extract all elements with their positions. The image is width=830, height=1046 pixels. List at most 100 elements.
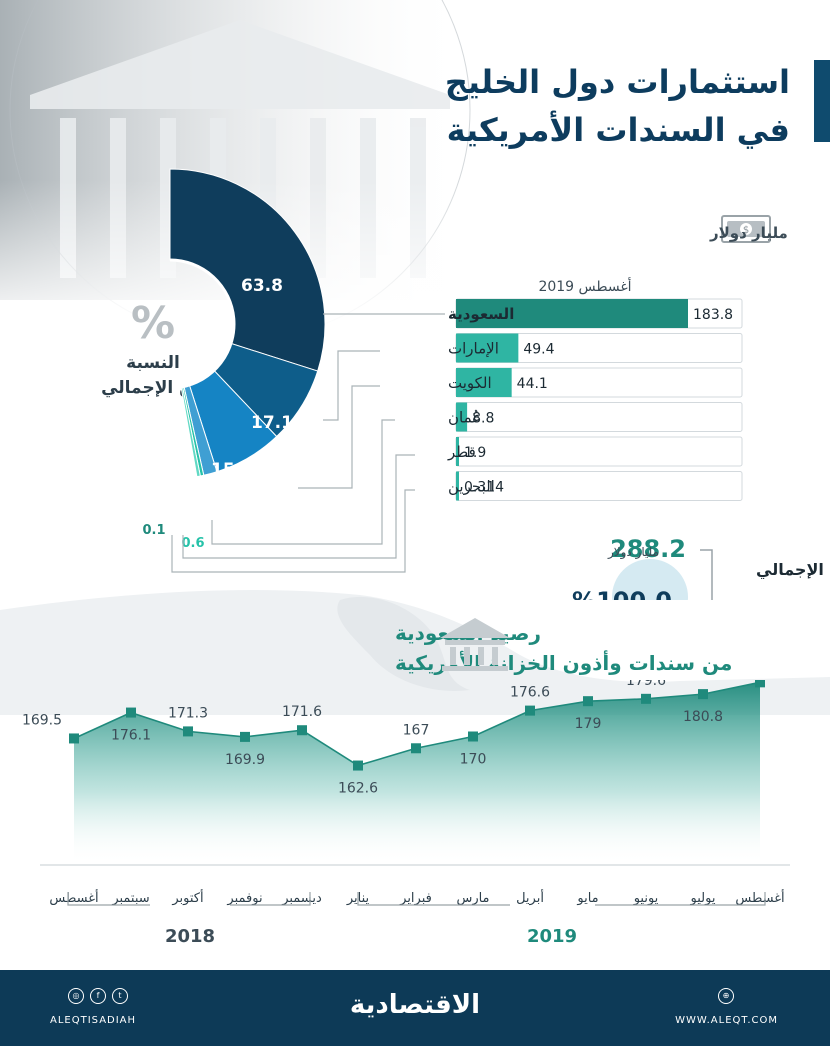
website-link[interactable]: WWW.ALEQT.COM (675, 1015, 778, 1026)
x-tick-label: مايو (576, 891, 598, 906)
title-accent-bar (814, 60, 830, 142)
data-value-label: 171.3 (168, 705, 208, 721)
bar-category-label: الإمارات (448, 340, 499, 358)
data-point (583, 696, 593, 707)
x-tick-label: أغسطس (49, 889, 98, 906)
x-tick-label: سبتمبر (111, 891, 149, 906)
data-value-label: 171.6 (282, 704, 322, 720)
section2-header: رصيد السعودية من سندات وأذون الخزانة الأ… (395, 618, 732, 675)
donut-center-label-2: من الإجمالي (101, 378, 205, 398)
bar (456, 299, 688, 328)
instagram-icon[interactable]: ◎ (68, 988, 84, 1004)
donut-value-label: 0.1 (142, 523, 165, 538)
year-bracket-2018 (67, 892, 311, 906)
percent-symbol: % (131, 298, 175, 349)
bar-category-label: البحرين (448, 478, 495, 496)
data-value-label: 179 (575, 716, 602, 732)
data-point (183, 726, 193, 737)
bar (456, 437, 459, 466)
data-point (411, 743, 421, 754)
page-title-line-2: في السندات الأمريكية (446, 111, 790, 149)
connector-lines (171, 313, 445, 573)
total-unit: مليار دولار (607, 545, 659, 560)
data-point (468, 731, 478, 742)
facebook-icon[interactable]: f (90, 988, 106, 1004)
data-value-label: 167 (403, 722, 430, 738)
donut-slice (169, 168, 326, 372)
bar (456, 402, 468, 432)
twitter-icon[interactable]: t (112, 988, 128, 1004)
data-value-label: 179.6 (626, 680, 666, 689)
donut-inner-edge (169, 258, 236, 389)
connector-line (171, 489, 415, 573)
donut-value-label: 63.8 (241, 276, 283, 296)
donut-center-label-1: النسبة (126, 353, 180, 373)
x-tick-label: أكتوبر (171, 889, 203, 906)
connector-line (323, 350, 380, 421)
data-point (353, 760, 363, 771)
donut-value-label: 0.6 (181, 536, 204, 551)
x-tick-label: فبراير (399, 891, 432, 906)
data-point (641, 693, 651, 704)
social-handle[interactable]: ALEQTISADIAH (50, 1015, 137, 1026)
map-silhouette (0, 590, 830, 715)
page-title-line-1: استثمارات دول الخليج (444, 63, 790, 101)
bar (456, 368, 512, 397)
bar-chart: 183.8 السعودية 49.4 الإمارات 44.1 الكويت 8.8عُ… (447, 298, 743, 501)
section2-title-line-2: من سندات وأذون الخزانة الأمريكية (395, 649, 732, 675)
bar (456, 471, 459, 501)
x-tick-label: أغسطس (735, 889, 784, 906)
data-point (525, 705, 535, 716)
x-tick-label: ديسمبر (281, 891, 322, 906)
donut-value-label: 15.3 (211, 460, 253, 480)
total-bracket (700, 549, 713, 600)
x-tick-label: نوفمبر (226, 891, 262, 906)
year-bracket-2019 (357, 892, 766, 906)
data-value-label: 170 (460, 752, 487, 768)
bar-track (455, 436, 743, 467)
bar-value-label: 49.4 (523, 342, 554, 358)
bar-value-label: 0.314 (464, 480, 504, 496)
donut-value-label: 3.0 (184, 492, 207, 507)
bar-value-label: 8.8 (472, 411, 494, 427)
data-value-label: 169.9 (225, 752, 265, 768)
x-tick-label: يوليو (690, 891, 716, 906)
bar (456, 333, 519, 363)
data-value-label: 162.6 (338, 781, 378, 797)
data-point (240, 731, 250, 742)
money-icon: $ (721, 215, 771, 243)
bar-category-label: عُمان (448, 409, 481, 427)
x-tick-label: يونيو (633, 891, 659, 906)
x-tick-label: مارس (456, 891, 489, 906)
bar-category-label: قطر (447, 443, 476, 461)
total-label: الإجمالي (756, 560, 824, 580)
area-series: 169.5 أغسطس 176.1 سبتمبر 171.3 أكتوبر 169.9 نوف… (22, 680, 790, 906)
x-tick-label: أبريل (516, 889, 544, 906)
gulf-holdings-charts: $ مليار دولار أغسطس 2019 % النسبة من الإ… (101, 168, 824, 600)
connector-line (182, 454, 415, 559)
bank-icon (440, 618, 510, 671)
data-point (698, 689, 708, 700)
data-value-label: 180.8 (683, 709, 723, 725)
saudi-holdings-chart: 169.5 أغسطس 176.1 سبتمبر 171.3 أكتوبر 169.9 نوف… (22, 680, 790, 947)
donut-chart: 63.8 17.1 15.3 3.0 0.6 0.1 (142, 168, 326, 551)
connector-line (298, 385, 380, 489)
data-value-label: 176.1 (111, 728, 151, 744)
title-block: استثمارات دول الخليج في السندات الأمريكي… (445, 58, 790, 154)
bar-value-label: 183.8 (693, 307, 733, 323)
connector-line (211, 419, 395, 545)
bar-track (455, 402, 743, 432)
bar-category-label: الكويت (448, 374, 492, 392)
globe-icon[interactable]: ⊕ (718, 988, 734, 1004)
period-label: أغسطس 2019 (538, 277, 631, 295)
data-point (69, 733, 79, 744)
bar-category-label: السعودية (448, 305, 514, 323)
unit-label: مليار دولار (709, 224, 788, 242)
data-value-label: 176.6 (510, 685, 550, 701)
total-value: 288.2 (610, 535, 686, 563)
total-percent: %100.0 (572, 587, 672, 600)
data-value-label: 169.5 (22, 712, 62, 728)
brand-logo: الاقتصادية (349, 990, 481, 1020)
total-percent-circle (612, 559, 688, 600)
